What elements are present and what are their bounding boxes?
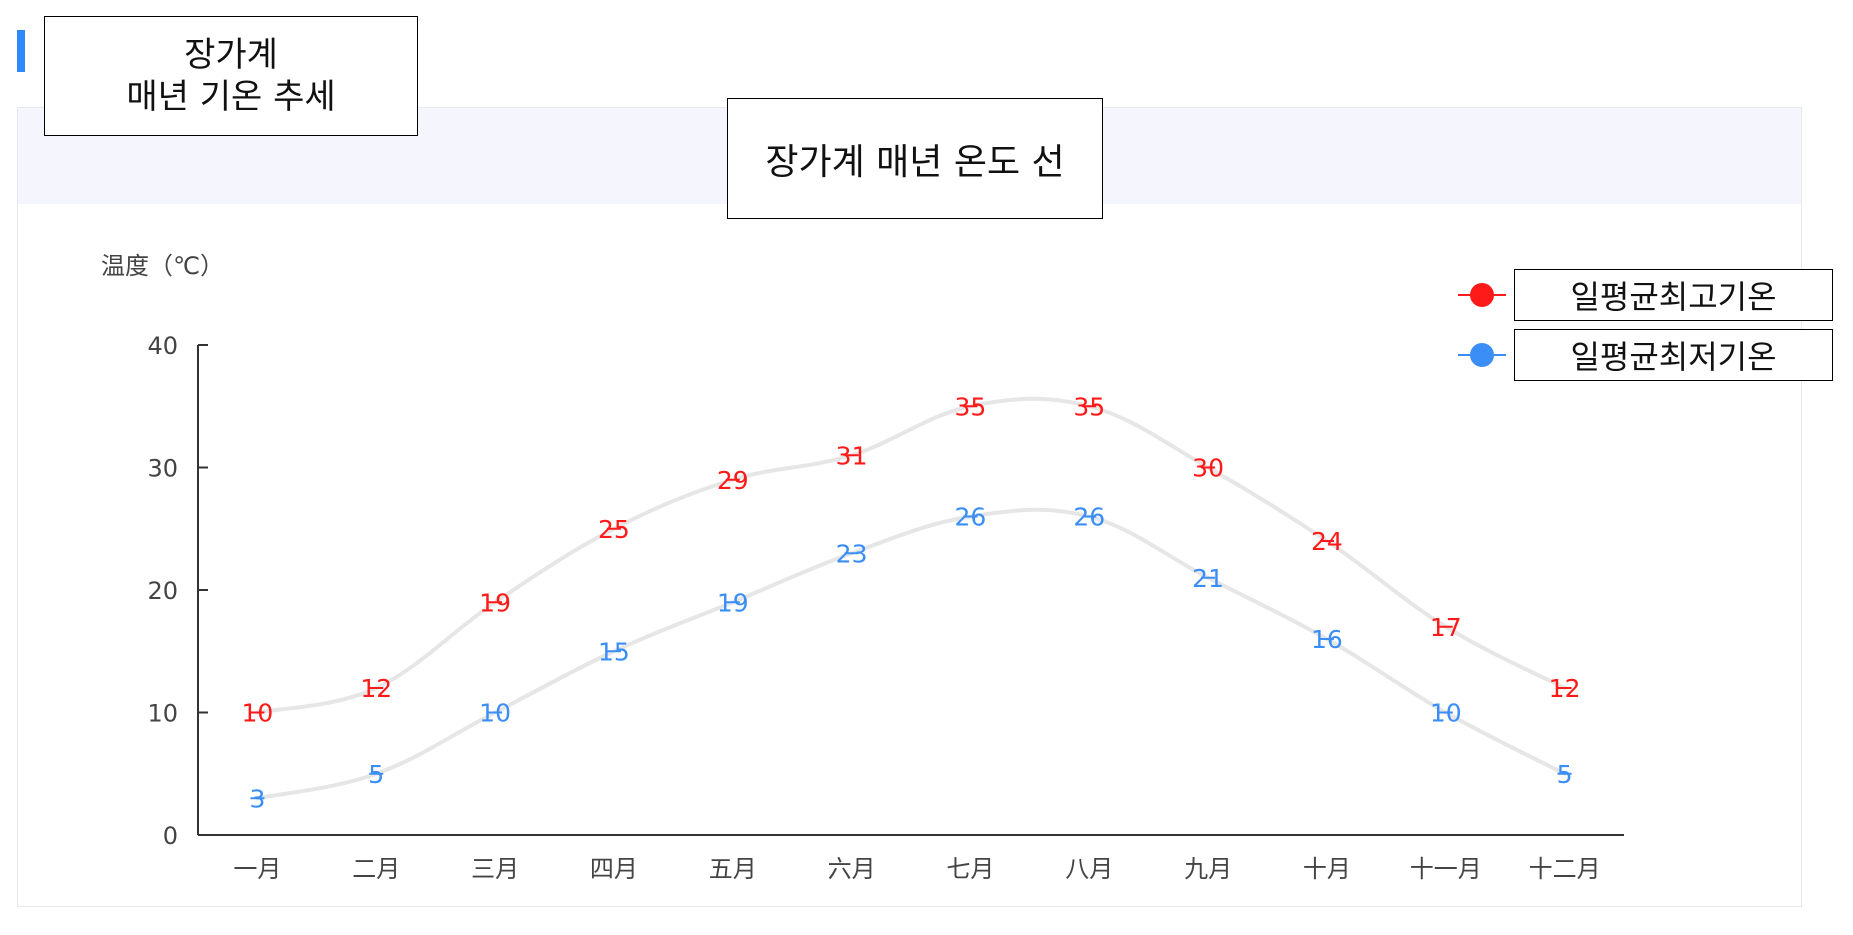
data-label-low: 21	[1192, 564, 1224, 593]
x-tick-label: 九月	[1184, 855, 1232, 883]
data-label-high: 35	[1073, 392, 1105, 421]
data-label-low: 5	[1557, 760, 1573, 789]
data-label-high: 12	[1549, 674, 1581, 703]
legend-label-high: 일평균최고기온	[1514, 269, 1833, 321]
data-label-low: 19	[717, 588, 749, 617]
legend-label-low: 일평균최저기온	[1514, 329, 1833, 381]
y-tick-label: 10	[147, 700, 178, 728]
y-tick-label: 40	[147, 332, 178, 360]
data-label-high: 19	[479, 588, 511, 617]
y-tick-label: 0	[163, 822, 178, 850]
data-label-low: 10	[479, 699, 511, 728]
x-tick-label: 十二月	[1529, 855, 1601, 883]
data-label-high: 31	[836, 441, 868, 470]
x-tick-label: 一月	[233, 855, 281, 883]
legend-high-marker-icon	[1458, 280, 1506, 310]
data-label-low: 15	[598, 637, 630, 666]
data-label-high: 12	[360, 674, 392, 703]
data-label-high: 10	[242, 699, 274, 728]
x-tick-label: 二月	[352, 855, 400, 883]
x-tick-label: 六月	[828, 855, 876, 883]
series-line-low	[255, 507, 1567, 801]
data-label-low: 26	[1073, 503, 1105, 532]
data-label-high: 24	[1311, 527, 1343, 556]
section-title: 장가계 매년 기온 추세	[44, 16, 418, 136]
y-axis-unit-label: 温度（℃）	[101, 252, 224, 280]
data-label-low: 10	[1430, 699, 1462, 728]
x-tick-label: 八月	[1065, 855, 1113, 883]
data-label-low: 3	[249, 784, 265, 813]
section-accent-bar	[17, 30, 25, 72]
y-tick-label: 20	[147, 577, 178, 605]
x-tick-label: 十一月	[1410, 855, 1482, 883]
x-tick-label: 三月	[471, 855, 519, 883]
chart-card	[17, 107, 1802, 907]
data-label-low: 5	[368, 760, 384, 789]
data-label-high: 30	[1192, 454, 1224, 483]
data-label-high: 29	[717, 466, 749, 495]
legend-item-low[interactable]: 일평균최저기온	[1458, 329, 1833, 381]
data-label-low: 26	[955, 503, 987, 532]
x-tick-label: 四月	[590, 855, 638, 883]
x-tick-label: 五月	[709, 855, 757, 883]
x-tick-label: 十月	[1303, 855, 1351, 883]
legend-item-high[interactable]: 일평균최고기온	[1458, 269, 1833, 321]
y-tick-label: 30	[147, 455, 178, 483]
chart-title: 장가계 매년 온도 선	[727, 98, 1103, 219]
data-label-high: 35	[955, 392, 987, 421]
series-line-high	[255, 396, 1567, 715]
legend-low-marker-icon	[1458, 340, 1506, 370]
x-tick-label: 七月	[946, 855, 994, 883]
data-label-high: 17	[1430, 613, 1462, 642]
data-label-low: 23	[836, 539, 868, 568]
data-label-high: 25	[598, 515, 630, 544]
data-label-low: 16	[1311, 625, 1343, 654]
